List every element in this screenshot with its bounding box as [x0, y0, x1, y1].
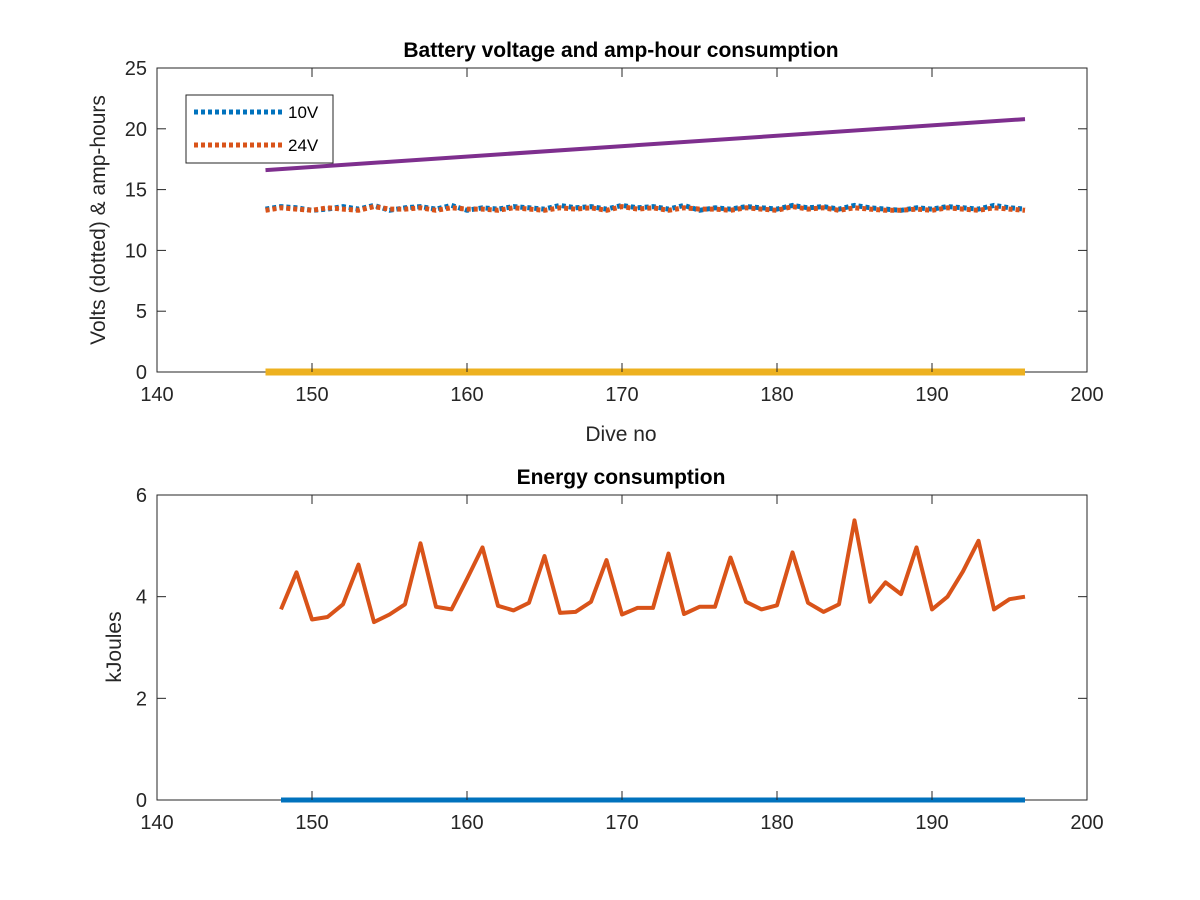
battery-axis-ticks: 140 150 160 170 180 190 200 0 5 10 15 20 25: [125, 58, 1104, 406]
y-tick-label: 4: [136, 587, 147, 609]
y-tick-label: 15: [125, 180, 147, 202]
y-tick-label: 10: [125, 240, 147, 262]
x-tick-label: 180: [760, 384, 793, 406]
energy-line: [279, 518, 1026, 625]
x-tick-label: 200: [1070, 384, 1103, 406]
legend-label-24v: 24V: [288, 136, 319, 155]
energy-axis-ticks: 140 150 160 170 180 190 200 0 2 4 6: [136, 485, 1104, 834]
series-24v-line: [265, 204, 1026, 213]
chart-title: Battery voltage and amp-hour consumption: [403, 39, 838, 62]
x-tick-label: 170: [605, 812, 638, 834]
plot-area-energy: [156, 494, 1088, 801]
y-axis-label: kJoules: [103, 611, 126, 682]
y-tick-label: 20: [125, 119, 147, 141]
battery-series-group: [265, 117, 1026, 376]
amp-hours-line: [265, 117, 1026, 173]
y-tick-label: 0: [136, 790, 147, 812]
x-tick-label: 160: [450, 384, 483, 406]
x-tick-label: 160: [450, 812, 483, 834]
energy-series-group: [279, 518, 1026, 803]
x-tick-label: 150: [295, 384, 328, 406]
x-axis-label: Dive no: [585, 423, 656, 446]
y-tick-label: 6: [136, 485, 147, 507]
y-tick-label: 25: [125, 58, 147, 80]
y-tick-label: 5: [136, 301, 147, 323]
x-tick-label: 190: [915, 384, 948, 406]
x-tick-label: 140: [140, 384, 173, 406]
x-tick-label: 140: [140, 812, 173, 834]
y-tick-label: 2: [136, 688, 147, 710]
y-axis-label: Volts (dotted) & amp-hours: [87, 95, 110, 345]
x-tick-label: 180: [760, 812, 793, 834]
x-tick-label: 170: [605, 384, 638, 406]
x-tick-label: 150: [295, 812, 328, 834]
legend: 10V 24V: [185, 94, 334, 164]
subplot-battery: Battery voltage and amp-hour consumption…: [87, 39, 1104, 446]
legend-label-10v: 10V: [288, 103, 319, 122]
legend-box: [185, 94, 334, 164]
chart-title: Energy consumption: [517, 466, 726, 489]
x-tick-label: 190: [915, 812, 948, 834]
subplot-energy: Energy consumption 140 150 160 170 180 190 200…: [103, 466, 1104, 834]
y-tick-label: 0: [136, 362, 147, 384]
x-tick-label: 200: [1070, 812, 1103, 834]
